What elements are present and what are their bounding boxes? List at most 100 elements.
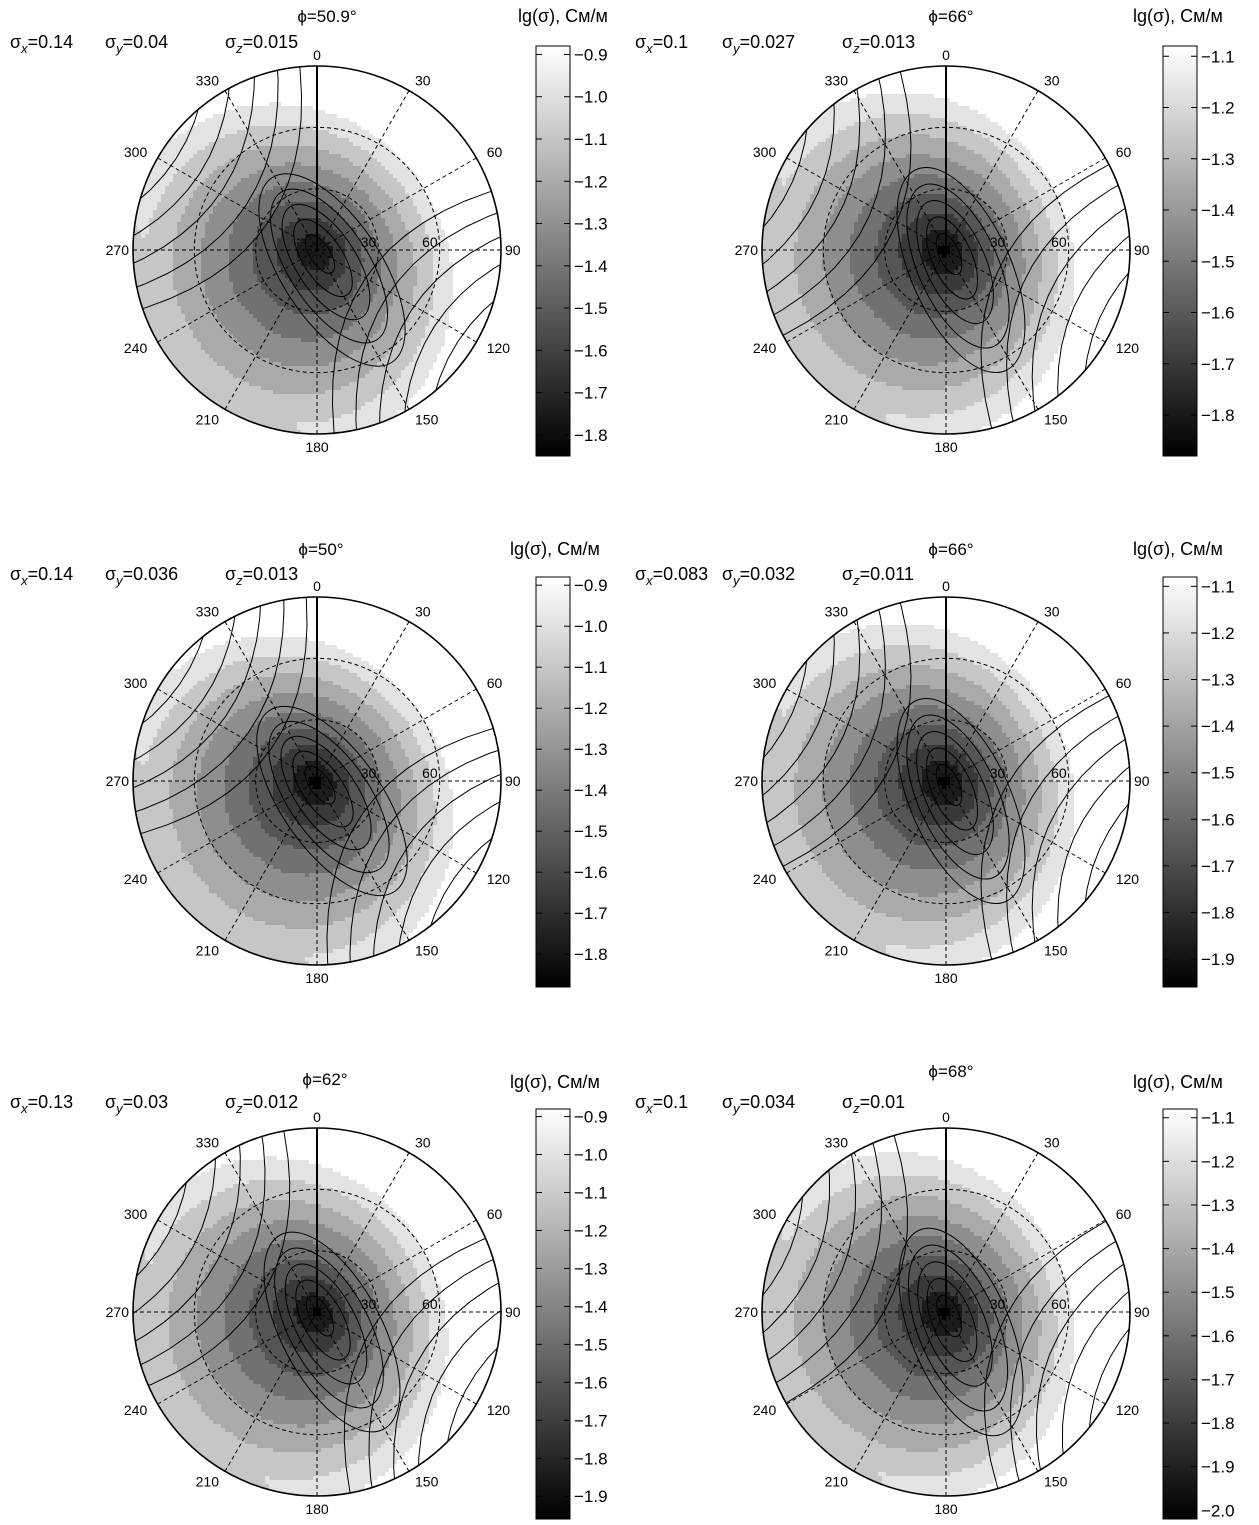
colorbar-tick-label: −1.5	[1201, 764, 1235, 783]
colorbar	[1162, 45, 1198, 457]
azimuth-label-150: 150	[1044, 412, 1068, 428]
chart-title: ϕ=50.9°	[297, 7, 356, 26]
colorbar-tick-label: −0.9	[574, 576, 608, 595]
sigma-z-label: σz=0.015	[225, 32, 298, 56]
azimuth-label-210: 210	[196, 1474, 220, 1490]
colorbar-tick-label: −1.8	[1201, 406, 1235, 425]
azimuth-label-180: 180	[934, 970, 958, 986]
colorbar-tick-label: −1.5	[1201, 1283, 1235, 1302]
azimuth-label-180: 180	[934, 1501, 958, 1517]
colorbar	[535, 45, 571, 457]
azimuth-label-210: 210	[196, 943, 220, 959]
azimuth-label-0: 0	[313, 1109, 321, 1125]
azimuth-label-240: 240	[753, 340, 777, 356]
colorbar-tick-label: −1.0	[574, 88, 608, 107]
colorbar-tick-label: −1.7	[1201, 355, 1235, 374]
sigma-y-label: σy=0.03	[105, 1092, 168, 1116]
azimuth-label-60: 60	[487, 144, 503, 160]
colorbar	[535, 576, 571, 988]
azimuth-label-180: 180	[305, 1501, 329, 1517]
sigma-y-label: σy=0.027	[722, 32, 795, 56]
azimuth-label-270: 270	[735, 242, 759, 258]
colorbar-tick-label: −1.6	[1201, 304, 1235, 323]
azimuth-label-90: 90	[505, 1304, 521, 1320]
azimuth-label-180: 180	[934, 439, 958, 455]
azimuth-label-300: 300	[753, 144, 777, 160]
sigma-y-label: σy=0.036	[105, 564, 178, 588]
colorbar-tick-label: −1.2	[1201, 99, 1235, 118]
colorbar-tick-label: −1.8	[1201, 903, 1235, 922]
azimuth-label-0: 0	[942, 578, 950, 594]
azimuth-label-150: 150	[415, 1474, 439, 1490]
colorbar-tick-label: −1.9	[574, 1487, 608, 1506]
radial-label-60: 60	[422, 234, 438, 250]
azimuth-label-0: 0	[942, 47, 950, 63]
sigma-z-label: σz=0.011	[842, 564, 914, 588]
colorbar-tick-label: −1.3	[1201, 150, 1235, 169]
azimuth-label-60: 60	[1116, 675, 1132, 691]
azimuth-label-30: 30	[415, 603, 431, 619]
azimuth-label-30: 30	[1044, 1134, 1060, 1150]
colorbar-label: lg(σ), См/м	[518, 6, 608, 26]
azimuth-label-90: 90	[1134, 242, 1150, 258]
azimuth-label-30: 30	[1044, 603, 1060, 619]
azimuth-label-60: 60	[1116, 1206, 1132, 1222]
colorbar-tick-label: −1.6	[574, 341, 608, 360]
colorbar-tick-label: −1.2	[574, 699, 608, 718]
azimuth-label-270: 270	[106, 1304, 130, 1320]
radial-label-30: 30	[361, 1296, 377, 1312]
colorbar-tick-label: −1.9	[1201, 1458, 1235, 1477]
azimuth-label-150: 150	[415, 412, 439, 428]
azimuth-label-180: 180	[305, 970, 329, 986]
azimuth-label-270: 270	[106, 242, 130, 258]
radial-label-30: 30	[361, 765, 377, 781]
colorbar-label: lg(σ), См/м	[510, 1072, 600, 1092]
azimuth-label-300: 300	[124, 1206, 148, 1222]
azimuth-label-300: 300	[124, 144, 148, 160]
azimuth-label-300: 300	[753, 1206, 777, 1222]
colorbar-tick-label: −1.1	[1201, 577, 1235, 596]
radial-label-30: 30	[990, 234, 1006, 250]
colorbar-tick-label: −1.9	[1201, 950, 1235, 969]
sigma-x-label: σx=0.14	[10, 32, 73, 56]
azimuth-label-90: 90	[505, 773, 521, 789]
colorbar-tick-label: −2.0	[1201, 1501, 1235, 1520]
colorbar-tick-label: −1.6	[1201, 810, 1235, 829]
azimuth-label-0: 0	[313, 47, 321, 63]
azimuth-label-270: 270	[735, 1304, 759, 1320]
colorbar-tick-label: −1.8	[574, 426, 608, 445]
azimuth-label-60: 60	[487, 675, 503, 691]
colorbar-tick-label: −1.6	[574, 863, 608, 882]
colorbar-tick-label: −1.1	[574, 130, 608, 149]
colorbar-tick-label: −1.5	[574, 1335, 608, 1354]
azimuth-label-330: 330	[196, 72, 220, 88]
colorbar-tick-label: −1.1	[1201, 47, 1235, 66]
colorbar-label: lg(σ), См/м	[1133, 6, 1223, 26]
azimuth-label-120: 120	[1116, 1402, 1140, 1418]
azimuth-label-330: 330	[196, 603, 220, 619]
azimuth-label-150: 150	[415, 943, 439, 959]
azimuth-label-300: 300	[753, 675, 777, 691]
radial-label-60: 60	[1051, 1296, 1067, 1312]
colorbar-tick-label: −1.6	[574, 1373, 608, 1392]
azimuth-label-330: 330	[196, 1134, 220, 1150]
colorbar-tick-label: −1.4	[574, 781, 608, 800]
azimuth-label-90: 90	[1134, 773, 1150, 789]
colorbar-tick-label: −1.0	[574, 617, 608, 636]
azimuth-label-210: 210	[825, 1474, 849, 1490]
azimuth-label-30: 30	[415, 72, 431, 88]
azimuth-label-330: 330	[825, 72, 849, 88]
azimuth-label-60: 60	[1116, 144, 1132, 160]
chart-title: ϕ=66°	[928, 7, 973, 26]
colorbar	[1162, 576, 1198, 988]
sigma-z-label: σz=0.01	[842, 1092, 905, 1116]
radial-label-30: 30	[990, 1296, 1006, 1312]
sigma-y-label: σy=0.04	[105, 32, 168, 56]
chart-title: ϕ=68°	[928, 1062, 973, 1081]
azimuth-label-30: 30	[415, 1134, 431, 1150]
colorbar-tick-label: −1.3	[574, 740, 608, 759]
azimuth-label-270: 270	[106, 773, 130, 789]
colorbar-tick-label: −1.7	[1201, 1370, 1235, 1389]
colorbar-tick-label: −1.3	[1201, 671, 1235, 690]
